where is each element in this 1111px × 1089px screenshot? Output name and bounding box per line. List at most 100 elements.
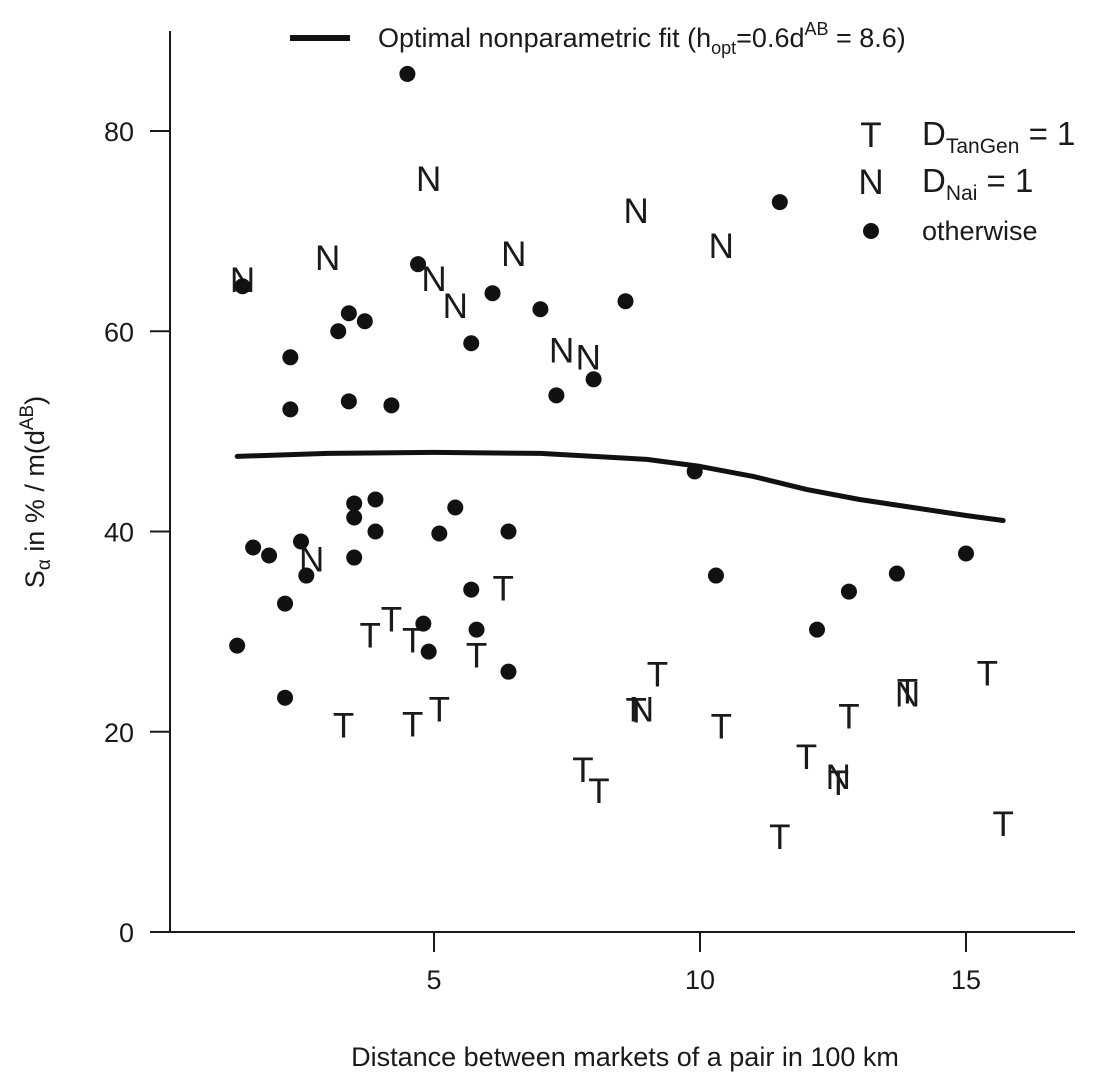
point-dot	[468, 621, 485, 638]
legend-dot-symbol	[863, 223, 879, 239]
legend-label-otherwise: otherwise	[922, 216, 1038, 246]
point-marker-t: T	[466, 637, 487, 676]
point-dot	[840, 583, 857, 600]
point-dot	[234, 278, 251, 295]
point-marker-t: T	[625, 692, 646, 731]
point-dot	[958, 545, 974, 562]
point-dot	[293, 533, 309, 550]
point-marker-n: N	[416, 160, 441, 199]
point-marker-n: N	[501, 235, 526, 274]
point-dot	[548, 387, 565, 404]
point-dot	[707, 567, 724, 584]
legend-label-rest: = 1	[1019, 115, 1075, 152]
point-dot	[346, 495, 363, 512]
legend-label-sub: Nai	[946, 182, 978, 205]
point-marker-t: T	[492, 570, 513, 609]
point-marker-n: N	[629, 691, 654, 730]
y-axis-title-rest: in % / m(d	[20, 430, 50, 559]
point-marker-t: T	[647, 656, 668, 695]
y-axis-title-main: S	[20, 570, 50, 588]
legend-label-n: DNai = 1	[922, 162, 1033, 205]
point-dot	[346, 549, 363, 566]
point-dot	[277, 595, 294, 612]
legend-label-t: DTanGen = 1	[922, 115, 1075, 158]
point-marker-t: T	[333, 707, 354, 746]
legend-fit-mid: =0.6d	[736, 23, 804, 53]
point-dot	[447, 499, 464, 516]
point-marker-t: T	[711, 708, 732, 747]
x-tick-label: 15	[951, 965, 981, 995]
point-marker-t: T	[838, 698, 859, 737]
point-dot	[340, 393, 357, 410]
point-marker-t: T	[977, 655, 998, 694]
data-points: TTTTTTTTTTTTTTTTTTTTNNNNNNNNNNNNNN	[229, 65, 1014, 857]
legend-label-main: D	[922, 115, 946, 152]
point-marker-t: T	[572, 751, 593, 790]
x-tick-label: 5	[426, 965, 441, 995]
point-dot	[298, 567, 315, 584]
y-axis-title-sup: AB	[17, 405, 38, 430]
legend-fit-sub: opt	[711, 38, 736, 58]
point-dot	[277, 689, 294, 706]
point-dot	[399, 65, 416, 82]
point-dot	[463, 335, 480, 352]
y-axis-title-sub: α	[34, 559, 55, 570]
legend-n-symbol: N	[858, 163, 883, 202]
point-marker-t: T	[588, 772, 609, 811]
point-dot	[330, 323, 347, 340]
point-marker-t: T	[897, 673, 918, 712]
point-marker-n: N	[549, 331, 574, 370]
point-dot	[431, 525, 448, 542]
legend-fit-sup: AB	[804, 19, 828, 39]
point-dot	[346, 509, 363, 526]
y-tick-label: 80	[104, 117, 134, 147]
legend-label-main: D	[922, 162, 946, 199]
x-tick-label: 10	[685, 965, 715, 995]
axes	[150, 31, 1075, 952]
point-dot	[888, 565, 905, 582]
point-dot	[463, 581, 480, 598]
point-dot	[229, 637, 246, 654]
point-dot	[367, 491, 384, 508]
point-marker-t: T	[828, 764, 849, 803]
y-axis-title: Sα in % / m(dAB)	[17, 396, 55, 588]
point-dot	[809, 621, 826, 638]
point-marker-t: T	[993, 805, 1014, 844]
legend-fit-pre: Optimal nonparametric fit (h	[378, 23, 711, 53]
point-dot	[771, 194, 788, 211]
point-marker-n: N	[709, 227, 734, 266]
point-marker-t: T	[359, 617, 380, 656]
point-marker-t: T	[796, 738, 817, 777]
point-dot	[261, 547, 278, 564]
legend: Optimal nonparametric fit (hopt=0.6dAB =…	[290, 19, 1075, 246]
y-axis-title-end: )	[20, 396, 50, 405]
point-marker-t: T	[402, 622, 423, 661]
point-dot	[686, 463, 703, 480]
point-dot	[415, 615, 432, 632]
tick-labels: 0 20 40 60 80 5 10 15	[104, 117, 981, 995]
point-dot	[367, 523, 384, 540]
point-marker-n: N	[826, 758, 851, 797]
point-marker-n: N	[443, 287, 468, 326]
fit-curve-group	[234, 449, 1006, 523]
point-marker-t: T	[402, 706, 423, 745]
y-tick-label: 0	[119, 918, 134, 948]
point-dot	[356, 313, 373, 330]
point-marker-n: N	[576, 338, 601, 377]
point-dot	[282, 349, 299, 366]
legend-label-sub: TanGen	[946, 135, 1020, 158]
legend-t-symbol: T	[860, 116, 881, 155]
point-dot	[484, 285, 501, 302]
point-marker-n: N	[895, 676, 920, 715]
point-marker-t: T	[429, 691, 450, 730]
point-dot	[585, 371, 602, 388]
y-tick-label: 60	[104, 317, 134, 347]
y-tick-label: 40	[104, 518, 134, 548]
point-dot	[500, 663, 517, 680]
point-dot	[282, 401, 299, 418]
fit-curve-line	[234, 449, 1006, 523]
legend-fit-post: = 8.6)	[829, 23, 906, 53]
point-dot	[410, 256, 427, 273]
